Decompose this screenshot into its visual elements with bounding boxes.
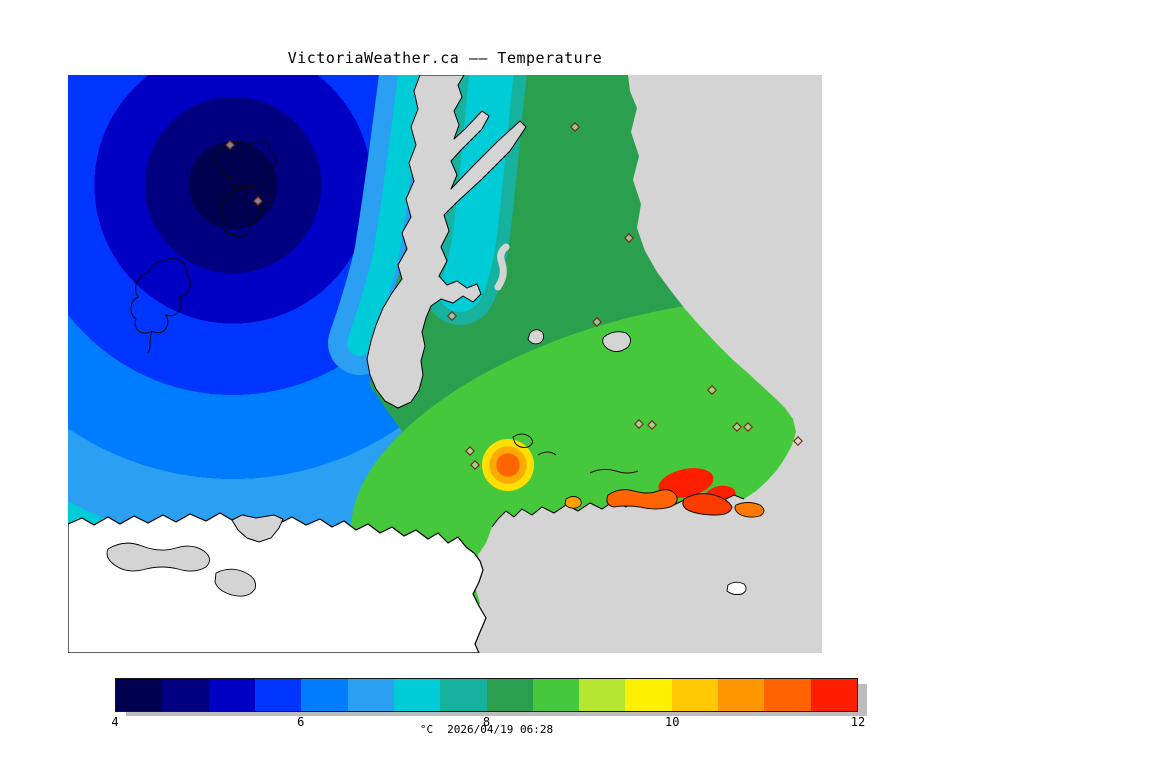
colorbar-segment xyxy=(486,679,533,711)
lakes-on-mainland xyxy=(527,329,631,352)
colorbar-tick: 6 xyxy=(297,715,305,729)
colorbar-segment xyxy=(162,679,209,711)
colorbar-segment xyxy=(579,679,626,711)
colorbar-tick: 12 xyxy=(850,715,866,729)
land-mass xyxy=(68,512,747,653)
colorbar-segment xyxy=(254,679,302,711)
unit-label: °C xyxy=(419,723,434,736)
colorbar-segment xyxy=(208,679,255,711)
colorbar-segment xyxy=(625,679,672,711)
coastlines-southeast xyxy=(491,433,765,528)
colorbar-segment xyxy=(671,679,719,711)
colorbar-ticks: 4 6 8 10 12 xyxy=(111,712,865,729)
colorbar-segment xyxy=(301,679,348,711)
temperature-map-svg xyxy=(68,75,822,653)
temperature-map xyxy=(68,75,822,653)
colorbar-segment xyxy=(532,679,580,711)
colorbar-segment xyxy=(440,679,487,711)
colorbar-segment xyxy=(347,679,394,711)
colorbar-segment xyxy=(718,679,765,711)
colorbar-segment xyxy=(810,679,857,711)
plot-title: VictoriaWeather.ca —— Temperature xyxy=(287,49,603,67)
coastlines-northwest-islands xyxy=(130,140,277,354)
colorbar-tick: 4 xyxy=(111,715,119,729)
colorbar-tick: 10 xyxy=(665,715,680,729)
colorbar-tick: 8 xyxy=(482,715,491,729)
colorbar-segment xyxy=(764,679,811,711)
colorbar: 4 6 8 10 12 xyxy=(111,678,865,729)
colorbar-caption: °C 2026/04/19 06:28 xyxy=(115,723,858,736)
timestamp: 2026/04/19 06:28 xyxy=(447,723,554,736)
colorbar-segment xyxy=(393,679,441,711)
colorbar-gradient xyxy=(115,678,858,712)
colorbar-segment xyxy=(116,679,163,711)
